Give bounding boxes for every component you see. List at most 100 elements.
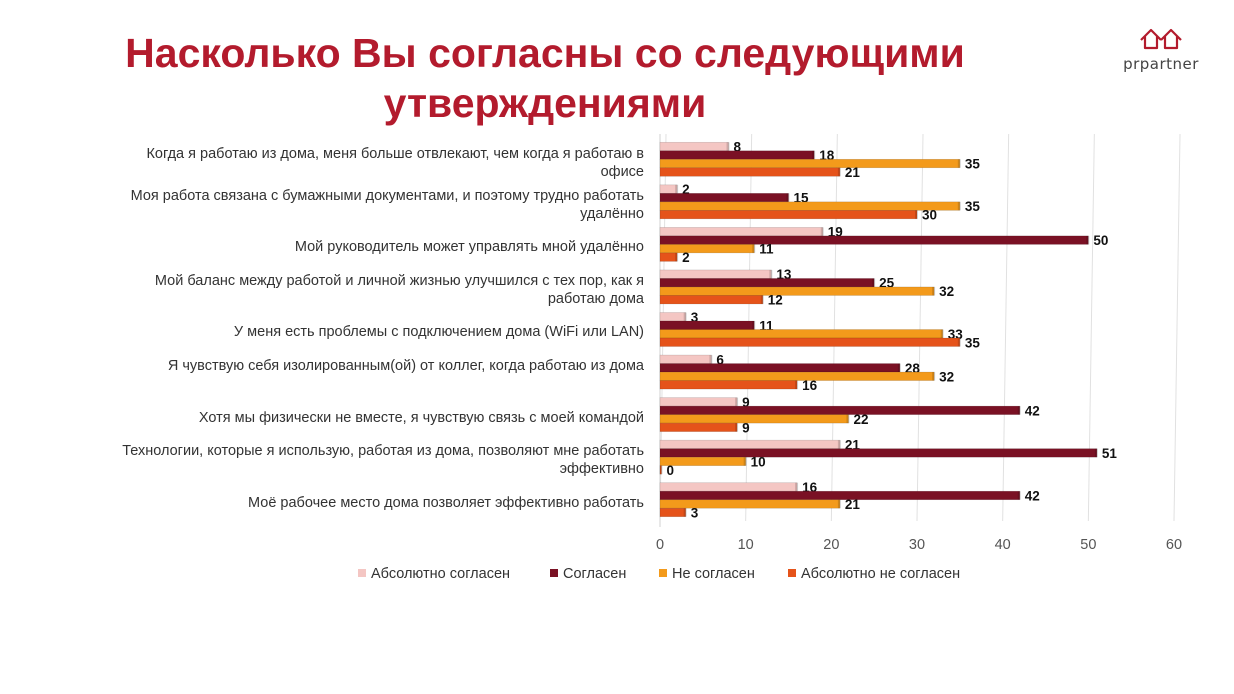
data-label: 2 [682, 182, 690, 197]
data-label: 21 [845, 165, 861, 180]
legend-item: Не согласен [659, 566, 755, 582]
bar-end-cap [795, 380, 799, 390]
bar [659, 439, 841, 449]
logo-text: prpartner [1123, 55, 1199, 73]
legend-swatch [659, 569, 667, 577]
page-title: Насколько Вы согласны со следующими утве… [125, 30, 965, 126]
data-label: 2 [682, 250, 690, 265]
data-label: 35 [965, 335, 981, 350]
data-label: 22 [853, 412, 868, 427]
legend-swatch [358, 569, 366, 577]
data-label: 30 [922, 208, 937, 223]
bar [659, 448, 1098, 458]
bar [659, 507, 687, 518]
bar [659, 210, 918, 220]
bar [659, 269, 772, 279]
bar [659, 465, 662, 475]
legend-swatch [550, 569, 558, 577]
data-label: 9 [742, 420, 750, 435]
data-label: 32 [939, 284, 954, 299]
data-label: 6 [716, 352, 724, 367]
bar [659, 252, 678, 262]
bar-end-cap [752, 244, 756, 253]
bar [659, 167, 841, 177]
bar [659, 278, 875, 288]
legend: Абсолютно согласен Согласен Не согласен … [0, 566, 1234, 586]
category-label: Когда я работаю из дома, меня больше отв… [146, 146, 644, 180]
bar [659, 499, 841, 509]
bar-end-cap [932, 286, 936, 296]
bar [659, 244, 755, 254]
x-tick-label: 40 [995, 537, 1011, 553]
data-label: 35 [965, 199, 981, 214]
bar [659, 422, 738, 432]
bar-end-cap [957, 159, 961, 168]
legend-label: Не согласен [672, 566, 755, 582]
bar [659, 320, 755, 330]
x-tick-label: 30 [909, 537, 925, 553]
legend-swatch [788, 569, 796, 577]
x-tick-label: 0 [656, 537, 664, 553]
bar-end-cap [846, 414, 850, 424]
data-label: 35 [965, 157, 981, 172]
bar-end-cap [769, 269, 773, 279]
x-tick-label: 50 [1080, 537, 1096, 553]
bar-end-cap [872, 278, 876, 287]
bar-end-cap [940, 329, 944, 338]
legend-item: Абсолютно согласен [358, 566, 510, 582]
data-label: 11 [759, 242, 774, 257]
bar [659, 397, 738, 407]
legend-item: Абсолютно не согласен [788, 566, 960, 582]
x-tick-label: 20 [823, 537, 839, 553]
category-label: Технологии, которые я использую, работая… [122, 443, 644, 477]
bar-end-cap [795, 482, 799, 492]
bar [659, 201, 961, 211]
bar-end-cap [709, 355, 713, 364]
bar-end-cap [1094, 448, 1098, 458]
data-label: 9 [742, 395, 750, 410]
house-pair-icon [1140, 28, 1182, 50]
bar [659, 235, 1089, 245]
bar-end-cap [760, 295, 764, 304]
bar-end-cap [743, 457, 747, 466]
category-label: Я чувствую себя изолированным(ой) от кол… [167, 358, 644, 374]
bar-end-cap [957, 201, 961, 211]
bar-end-cap [726, 142, 730, 151]
bar-end-cap [812, 150, 816, 160]
bar-end-cap [735, 423, 739, 432]
bar [659, 371, 935, 381]
data-label: 10 [751, 454, 766, 469]
bar-end-cap [1086, 235, 1090, 245]
gridline [916, 133, 924, 522]
gridline [1087, 133, 1095, 522]
bar-end-cap [837, 440, 841, 449]
bar-end-cap [1017, 406, 1021, 415]
category-label: У меня есть проблемы с подключением дома… [233, 324, 644, 340]
bar [659, 158, 961, 169]
gridline [1173, 133, 1181, 522]
category-label: Моя работа связана с бумажными документа… [130, 188, 644, 222]
category-label: Моё рабочее место дома позволяет эффекти… [248, 495, 644, 511]
bar-end-cap [659, 465, 663, 475]
x-tick-label: 10 [738, 537, 754, 553]
data-label: 42 [1025, 488, 1040, 503]
bar-end-cap [683, 312, 687, 321]
bar-end-cap [1017, 491, 1021, 500]
bar-end-cap [915, 210, 918, 219]
category-label: Мой баланс между работой и личной жизнью… [154, 273, 644, 307]
bar-end-cap [932, 372, 936, 381]
bar-end-cap [820, 227, 824, 236]
bar-end-cap [837, 167, 841, 177]
bar [659, 312, 687, 322]
bar [659, 184, 678, 194]
bar [659, 482, 798, 492]
bar-end-cap [675, 184, 679, 194]
bar-end-cap [675, 252, 679, 262]
data-label: 50 [1093, 233, 1108, 248]
data-label: 42 [1025, 403, 1040, 418]
legend-item: Согласен [550, 566, 626, 582]
bar [659, 363, 901, 373]
data-label: 3 [691, 505, 699, 520]
gridline [1002, 133, 1010, 522]
